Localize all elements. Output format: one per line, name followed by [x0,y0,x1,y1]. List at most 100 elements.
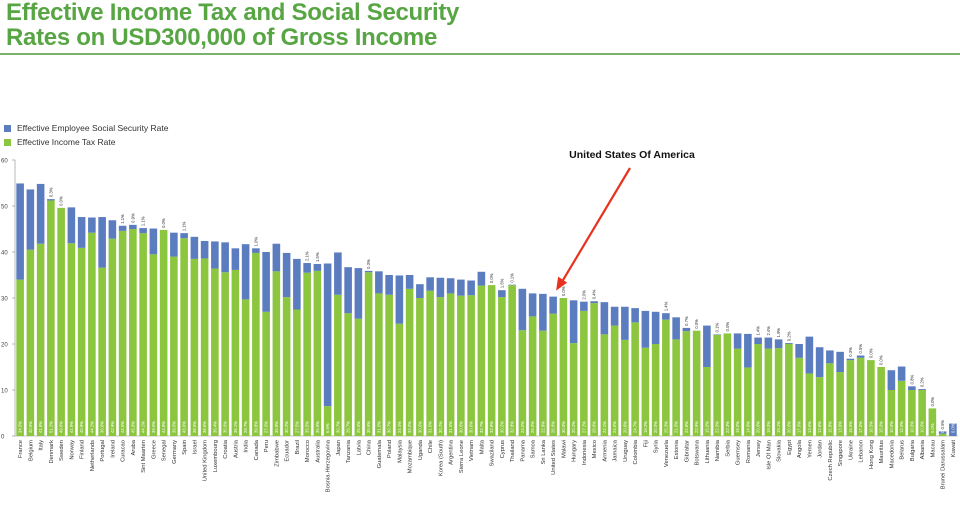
data-label-social-security: 1.9% [776,328,781,338]
annotation-arrow [561,167,631,283]
category-label: Greece [151,440,157,459]
data-label-social-security: 3.2% [469,269,474,279]
bar-income-tax [129,229,137,436]
data-label-income-tax: 19.0% [766,421,771,433]
data-label-income-tax: 10.0% [920,421,925,433]
bar-income-tax [631,322,639,436]
data-label-income-tax: 17.0% [797,421,802,433]
category-label: Australia [315,439,321,462]
data-label-income-tax: 31.0% [376,421,381,433]
bar-income-tax [446,293,455,436]
data-label-social-security: 4.2% [438,266,443,276]
bar-income-tax [846,360,855,436]
bar-income-tax [241,299,250,436]
data-label-income-tax: 30.2% [438,421,443,433]
bar-income-tax [518,330,527,436]
bar-social-security [477,271,486,286]
data-label-social-security: 4.1% [612,295,617,305]
bar-income-tax [252,252,260,436]
category-label: Peru [264,440,270,452]
bar-social-security [323,263,332,407]
bar-social-security [774,339,783,349]
data-label-income-tax: 30.6% [469,421,474,433]
data-label-income-tax: 35.8% [274,421,279,433]
data-label-income-tax: 10.0% [889,421,894,433]
data-label-income-tax: 26.0% [530,421,535,433]
bar-social-security [662,313,670,320]
category-label: Curacao [121,440,127,462]
category-label: France [18,440,24,458]
data-label-social-security: 8.0% [643,299,648,309]
category-label: Uganda [418,439,424,460]
data-label-social-security: 0.9% [130,213,135,223]
data-label-social-security: 7.0% [653,300,658,310]
data-label-income-tax: 29.7% [243,421,248,433]
data-label-social-security: 11.0% [100,203,105,215]
bar-social-security [395,275,404,324]
legend: Effective Employee Social Security Rate … [4,121,169,149]
bar-social-security [795,344,803,358]
category-label: Fiji [643,440,649,447]
bar-income-tax [897,380,906,436]
data-label-social-security: 9.0% [520,277,525,287]
y-tick-label: 0 [1,435,5,441]
data-label-income-tax: 45.0% [130,421,135,433]
data-label-social-security: 3.1% [899,355,904,365]
data-label-income-tax: 38.6% [202,421,207,433]
bar-income-tax [323,406,332,436]
bar-social-security [744,333,752,368]
bar-income-tax [785,344,793,436]
category-label: Yemen [807,440,813,458]
bar-income-tax [641,347,650,436]
data-label-social-security: 6.5% [817,335,822,345]
data-label-social-security: 3.0% [797,332,802,342]
bar-social-security [303,263,311,273]
data-label-income-tax: 32.0% [407,421,412,433]
category-label: Norway [69,440,75,460]
data-label-social-security: 9.3% [571,288,576,298]
data-label-income-tax: 25.5% [356,421,361,433]
category-label: Romania [746,439,752,463]
bar-social-security [754,337,762,344]
data-label-income-tax: 30.2% [499,421,504,433]
category-label: Cyprus [500,440,506,458]
bar-social-security [149,228,158,255]
bar-social-security [272,243,281,272]
data-label-social-security: 3.3% [735,322,740,332]
data-label-social-security: 3.0% [417,272,422,282]
category-label: Gibraltar [684,440,690,462]
data-label-income-tax: 22.9% [540,421,545,433]
category-label: Tanzania [346,439,352,463]
bar-social-security [211,241,219,269]
category-label: Israel [192,440,198,454]
y-tick-label: 10 [1,389,8,395]
bar-income-tax [36,243,45,436]
legend-swatch-social-security [4,124,11,132]
data-label-income-tax: 30.0% [561,421,566,433]
data-label-social-security: 4.3% [387,263,392,273]
legend-label-income-tax: Effective Income Tax Rate [17,137,116,147]
category-label: Bosnia-Herzegovina [326,439,332,492]
category-label: Armenia [602,439,608,461]
data-label-social-security: 9.0% [704,314,709,324]
bar-social-security [826,350,834,364]
bar-social-security [457,279,465,296]
bar-social-security [785,343,793,344]
data-label-income-tax: 25.3% [663,421,668,433]
bar-income-tax [508,285,516,436]
bar-income-tax [149,254,158,436]
bar-social-security [241,244,250,300]
bar-income-tax [754,344,762,436]
category-label: Morocco [305,440,311,462]
data-label-income-tax: 27.0% [264,421,269,433]
bar-income-tax [938,433,947,436]
category-label: India [244,439,250,452]
bar-income-tax [580,310,588,436]
data-label-social-security: 1.1% [141,216,146,226]
data-label-income-tax: 15.0% [879,421,884,433]
data-label-income-tax: 27.2% [581,421,586,433]
bar-income-tax [118,230,127,436]
bar-income-tax [672,339,680,436]
data-label-social-security: 0.0% [161,218,166,228]
